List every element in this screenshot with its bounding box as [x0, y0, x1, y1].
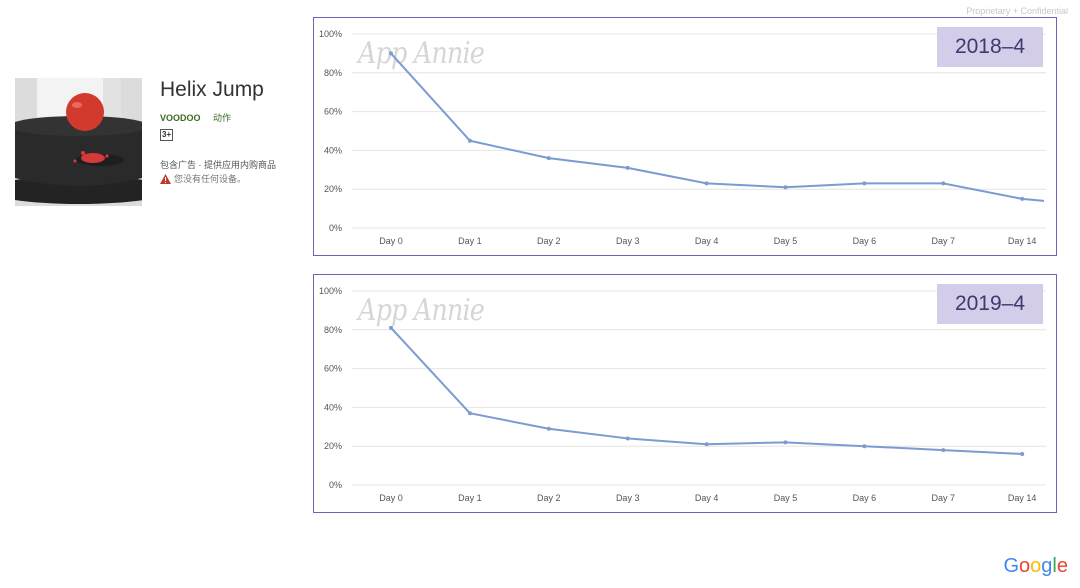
y-tick-label: 60%: [324, 107, 342, 117]
y-tick-label: 100%: [319, 29, 342, 39]
device-warning: 您没有任何设备。: [160, 172, 246, 185]
x-tick-label: Day 5: [774, 493, 798, 503]
x-tick-label: Day 7: [932, 493, 956, 503]
data-point: [704, 442, 709, 447]
google-logo-letter: l: [1052, 555, 1057, 577]
google-logo-letter: o: [1030, 555, 1042, 577]
y-tick-label: 40%: [324, 145, 342, 155]
y-tick-label: 40%: [324, 402, 342, 412]
x-tick-label: Day 4: [695, 493, 719, 503]
app-annie-watermark: App Annie: [358, 293, 485, 328]
retention-chart-2019: App Annie 0% 20% 40% 60% 80% 100% Day 0 Day 1 Da…: [313, 274, 1057, 513]
x-tick-label: Day 0: [379, 493, 403, 503]
data-point: [389, 325, 393, 330]
content-rating-badge: 3+: [160, 129, 174, 141]
y-tick-label: 0%: [329, 223, 342, 233]
app-icon: [15, 78, 142, 206]
data-point: [625, 436, 630, 441]
data-point: [1020, 451, 1025, 456]
data-point: [704, 181, 709, 186]
x-tick-label: Day 0: [379, 236, 403, 246]
series-line: [390, 52, 1045, 202]
data-point: [783, 185, 788, 190]
y-tick-label: 20%: [324, 441, 342, 451]
x-tick-label: Day 7: [932, 236, 956, 246]
google-logo-letter: G: [1003, 555, 1020, 577]
x-tick-label: Day 3: [616, 493, 640, 503]
x-tick-label: Day 14: [1008, 493, 1037, 503]
google-logo-letter: g: [1041, 555, 1053, 577]
y-tick-label: 100%: [319, 286, 342, 296]
google-logo-letter: e: [1056, 555, 1068, 577]
warning-icon: [160, 173, 171, 184]
data-point: [467, 411, 472, 416]
x-tick-label: Day 5: [774, 236, 798, 246]
y-tick-label: 80%: [324, 325, 342, 335]
y-tick-label: 0%: [329, 480, 342, 490]
warning-text: 您没有任何设备。: [174, 174, 247, 184]
developer-row: VOODOO 动作: [160, 111, 231, 124]
data-point: [546, 426, 551, 431]
data-point: [941, 181, 946, 186]
app-annie-watermark: App Annie: [358, 36, 485, 71]
data-point: [546, 156, 551, 161]
retention-chart-2018: App Annie 0% 20% 40% 60% 80% 100% Day 0 Day 1 Da…: [313, 17, 1057, 256]
x-tick-label: Day 6: [853, 493, 877, 503]
data-point: [941, 448, 946, 453]
x-tick-label: Day 14: [1008, 236, 1037, 246]
data-point: [1020, 196, 1025, 201]
x-tick-label: Day 2: [537, 236, 561, 246]
data-point: [862, 444, 867, 449]
period-tag-2018: 2018–4: [937, 27, 1043, 67]
y-tick-label: 80%: [324, 68, 342, 78]
data-point: [389, 51, 393, 56]
x-tick-label: Day 2: [537, 493, 561, 503]
y-tick-label: 60%: [324, 364, 342, 374]
category-link[interactable]: 动作: [213, 113, 232, 123]
data-point: [467, 138, 472, 143]
series-line: [390, 327, 1023, 455]
google-logo-letter: o: [1019, 555, 1031, 577]
y-tick-label: 20%: [324, 184, 342, 194]
period-tag-2019: 2019–4: [937, 284, 1043, 324]
developer-link[interactable]: VOODOO: [160, 113, 201, 123]
x-tick-label: Day 4: [695, 236, 719, 246]
data-point: [625, 165, 630, 170]
chart-svg-2019: 0% 20% 40% 60% 80% 100% Day 0 Day 1 Day 2 Day 3 Da…: [319, 286, 1046, 503]
ads-note: 包含广告 · 提供应用内购商品: [160, 160, 276, 170]
data-point: [783, 440, 788, 445]
app-title: Helix Jump: [160, 78, 264, 101]
helix-jump-artwork: [15, 78, 142, 206]
x-tick-label: Day 6: [853, 236, 877, 246]
x-tick-label: Day 1: [458, 236, 482, 246]
x-tick-label: Day 1: [458, 493, 482, 503]
x-tick-label: Day 3: [616, 236, 640, 246]
google-logo: Google: [1003, 555, 1068, 578]
chart-svg-2018: 0% 20% 40% 60% 80% 100% Day 0 Day 1 Day 2 Day 3 Da…: [319, 29, 1046, 246]
confidential-label: Proprietary + Confidential: [966, 6, 1068, 16]
data-point: [862, 181, 867, 186]
